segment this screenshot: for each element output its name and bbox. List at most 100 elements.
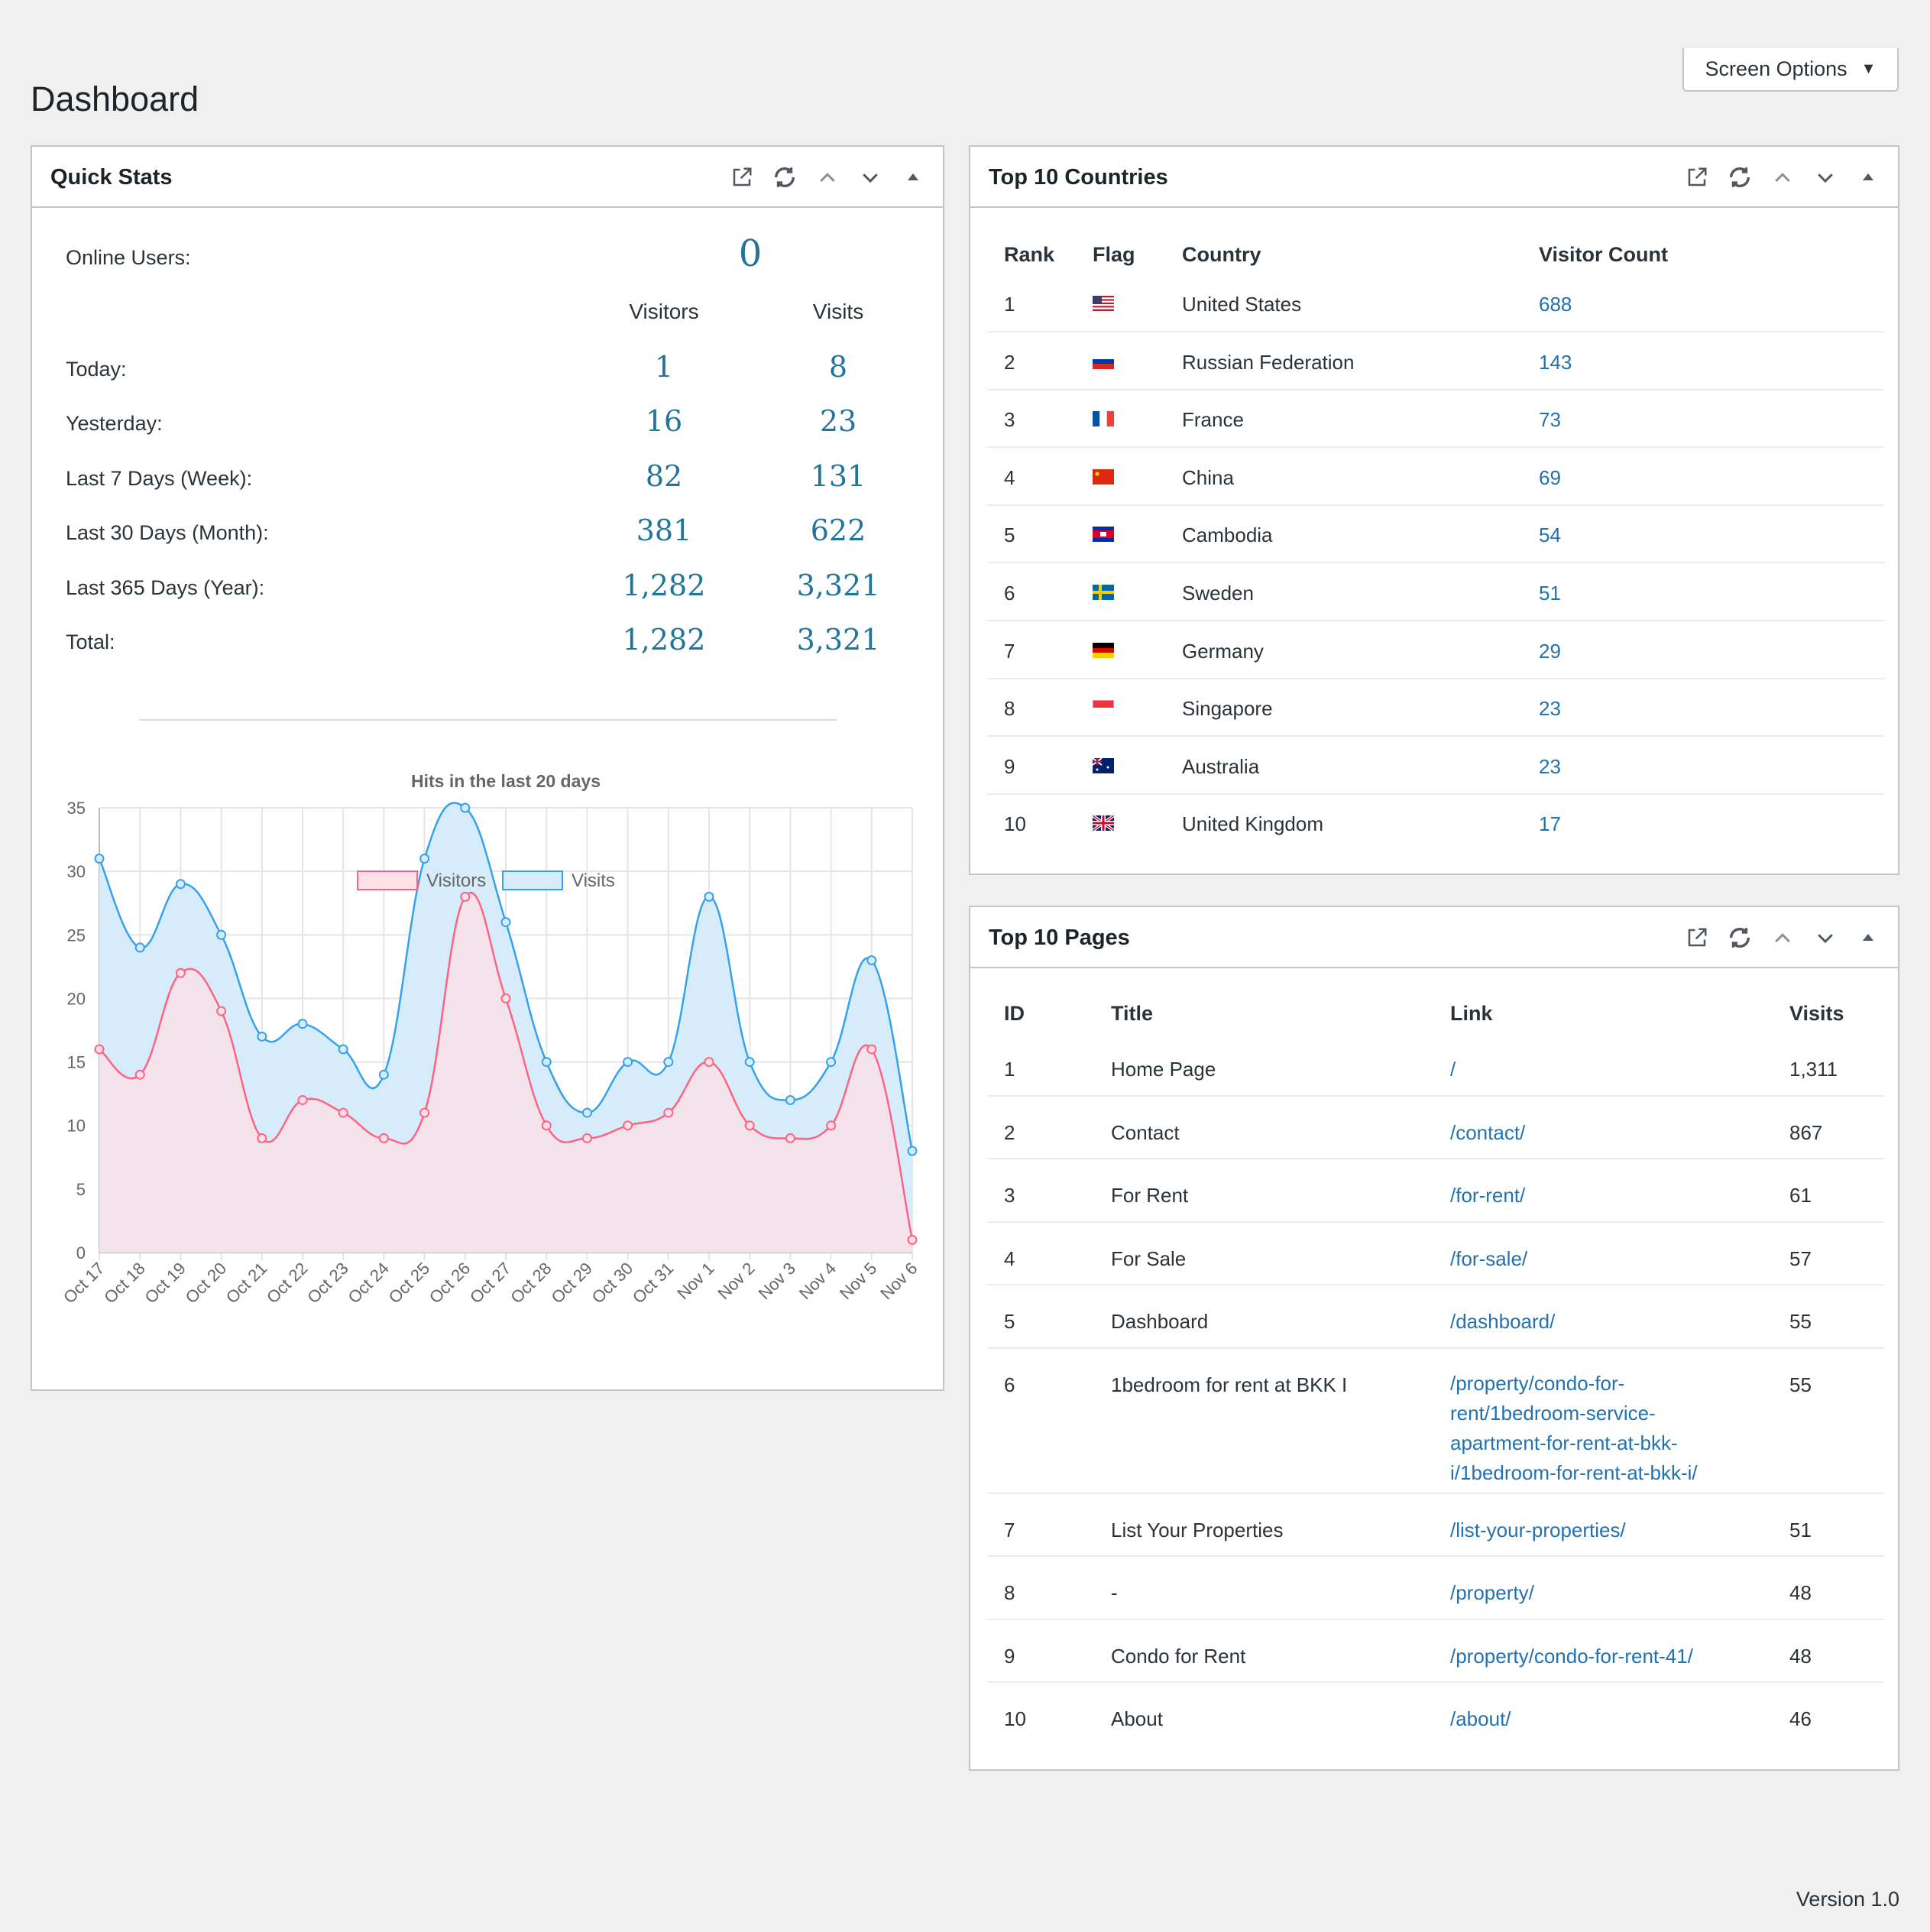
- stat-visits-value: 131: [810, 459, 866, 493]
- page-id: 3: [1004, 1184, 1015, 1207]
- x-tick-label: Nov 1: [673, 1259, 717, 1303]
- data-point-visitors: [704, 1057, 714, 1068]
- visitor-count-link[interactable]: 69: [1539, 465, 1561, 489]
- row-divider: [987, 1095, 1884, 1097]
- visitor-count-link[interactable]: 23: [1539, 697, 1561, 721]
- version-label: Version 1.0: [1796, 1888, 1899, 1911]
- chevron-down-icon[interactable]: [857, 162, 883, 193]
- chevron-down-icon[interactable]: [1812, 162, 1838, 193]
- row-divider: [987, 620, 1884, 621]
- page-id: 9: [1004, 1645, 1015, 1668]
- hits-chart: Hits in the last 20 days 0 5 10 15 20 25 30 35 Oc…: [60, 771, 921, 1308]
- visitor-count-link[interactable]: 54: [1539, 524, 1561, 547]
- visitor-count-link[interactable]: 688: [1539, 293, 1572, 316]
- refresh-icon[interactable]: [1727, 922, 1753, 953]
- country-rank: 2: [1004, 350, 1015, 374]
- data-point-visitors: [216, 1006, 227, 1016]
- x-tick-label: Oct 29: [547, 1259, 596, 1308]
- panel-header: Quick Stats: [32, 147, 943, 208]
- page-link[interactable]: /list-your-properties/: [1450, 1519, 1626, 1541]
- visitor-count-link[interactable]: 17: [1539, 812, 1561, 836]
- data-point-visits: [94, 854, 105, 864]
- visitor-count-link[interactable]: 23: [1539, 754, 1561, 778]
- external-link-icon[interactable]: [1684, 162, 1710, 193]
- x-tick-label: Oct 21: [222, 1259, 271, 1308]
- page-title-cell: 1bedroom for rent at BKK I: [1111, 1373, 1348, 1396]
- country-name: Australia: [1182, 754, 1260, 778]
- x-tick-label: Nov 6: [876, 1259, 921, 1303]
- visitor-count-link[interactable]: 51: [1539, 582, 1561, 605]
- country-name: France: [1182, 408, 1244, 432]
- country-name: Cambodia: [1182, 524, 1273, 547]
- data-point-visitors: [94, 1044, 105, 1055]
- ru-flag-icon: [1093, 353, 1114, 369]
- data-point-visitors: [907, 1234, 918, 1245]
- external-link-icon[interactable]: [729, 162, 755, 193]
- top-pages-panel: Top 10 Pages ID Title Link Visits 1 Home …: [969, 906, 1899, 1771]
- page-title-cell: For Rent: [1111, 1184, 1189, 1207]
- page-link-line[interactable]: /property/condo-for-: [1450, 1372, 1625, 1395]
- refresh-icon[interactable]: [1727, 162, 1753, 193]
- y-tick-label: 35: [67, 799, 86, 818]
- chevron-up-icon[interactable]: [814, 162, 840, 193]
- page-link[interactable]: /property/condo-for-rent-41/: [1450, 1645, 1693, 1668]
- x-tick-label: Oct 23: [303, 1259, 352, 1308]
- y-tick-label: 10: [67, 1117, 86, 1136]
- page-link[interactable]: /property/condo-for-rent/1bedroom-servic…: [1450, 1369, 1698, 1488]
- data-point-visitors: [826, 1120, 837, 1131]
- fr-flag-icon: [1093, 411, 1114, 427]
- legend-label-visits: Visits: [572, 870, 615, 891]
- country-rank: 1: [1004, 293, 1015, 316]
- stat-visits-value: 622: [810, 514, 866, 547]
- country-name: United Kingdom: [1182, 812, 1323, 836]
- page-link[interactable]: /contact/: [1450, 1121, 1526, 1144]
- collapse-toggle-icon[interactable]: [1855, 162, 1881, 193]
- page-title-cell: For Sale: [1111, 1247, 1187, 1270]
- visitor-count-link[interactable]: 29: [1539, 639, 1561, 663]
- country-name: Singapore: [1182, 697, 1273, 721]
- screen-options-button[interactable]: Screen Options ▼: [1682, 48, 1899, 92]
- collapse-toggle-icon[interactable]: [1855, 922, 1881, 953]
- page-link[interactable]: /: [1450, 1058, 1456, 1081]
- x-tick-label: Oct 22: [263, 1259, 312, 1308]
- panel-controls: [1684, 147, 1881, 208]
- external-link-icon[interactable]: [1684, 922, 1710, 953]
- title-column-header: Title: [1111, 1002, 1154, 1025]
- page-title-cell: Dashboard: [1111, 1310, 1209, 1333]
- page-link-line[interactable]: apartment-for-rent-at-bkk-: [1450, 1431, 1678, 1454]
- page-link-line[interactable]: i/1bedroom-for-rent-at-bkk-i/: [1450, 1461, 1698, 1484]
- page-id: 10: [1004, 1707, 1026, 1730]
- refresh-icon[interactable]: [772, 162, 798, 193]
- chevron-down-icon[interactable]: [1812, 922, 1838, 953]
- cn-flag-icon: [1093, 468, 1114, 485]
- stat-visitors-value: 1,282: [622, 569, 706, 602]
- collapse-toggle-icon[interactable]: [900, 162, 926, 193]
- top-countries-panel: Top 10 Countries Rank Flag Country Visit…: [969, 145, 1899, 875]
- page-link[interactable]: /for-sale/: [1450, 1247, 1528, 1270]
- page-link[interactable]: /property/: [1450, 1581, 1534, 1604]
- visitor-count-link[interactable]: 143: [1539, 350, 1572, 374]
- country-name: Sweden: [1182, 582, 1254, 605]
- visitor-count-link[interactable]: 73: [1539, 408, 1561, 432]
- data-point-visits: [663, 1057, 674, 1068]
- x-tick-label: Nov 4: [795, 1259, 840, 1303]
- panel-header: Top 10 Countries: [970, 147, 1898, 208]
- chevron-up-icon[interactable]: [1770, 162, 1796, 193]
- chevron-up-icon[interactable]: [1770, 922, 1796, 953]
- page-link[interactable]: /for-rent/: [1450, 1184, 1526, 1207]
- stat-row-label: Yesterday:: [66, 412, 163, 435]
- data-point-visitors: [623, 1120, 633, 1131]
- data-point-visitors: [541, 1120, 552, 1131]
- y-tick-label: 0: [76, 1243, 86, 1263]
- stat-row-label: Total:: [66, 630, 115, 653]
- row-divider: [987, 331, 1884, 332]
- data-point-visits: [907, 1146, 918, 1156]
- row-divider: [987, 504, 1884, 506]
- x-tick-label: Oct 18: [100, 1259, 149, 1308]
- page-title-cell: About: [1111, 1707, 1163, 1730]
- id-column-header: ID: [1004, 1002, 1025, 1025]
- page-link[interactable]: /dashboard/: [1450, 1310, 1556, 1333]
- page-visits: 48: [1789, 1645, 1812, 1668]
- page-link-line[interactable]: rent/1bedroom-service-: [1450, 1402, 1656, 1425]
- page-link[interactable]: /about/: [1450, 1707, 1511, 1730]
